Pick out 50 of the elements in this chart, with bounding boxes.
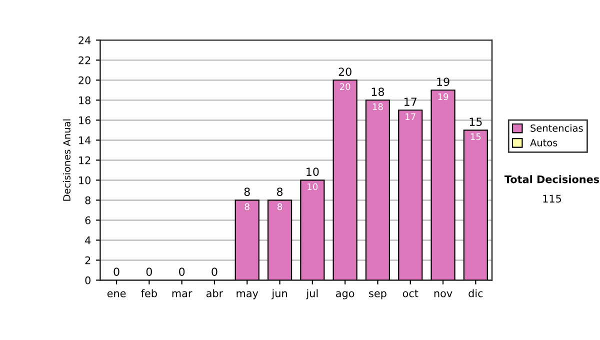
y-tick-label: 14 [79, 136, 91, 144]
x-tick-label: dic [468, 289, 483, 298]
total-label: 18 [372, 88, 384, 96]
y-tick-label: 0 [85, 276, 90, 284]
y-tick-label: 16 [79, 116, 91, 124]
x-tick-label: ene [107, 291, 126, 298]
total-label: 8 [276, 188, 283, 196]
data-label: 20 [340, 83, 350, 90]
x-tick-label: jul [306, 289, 318, 300]
total-label: 19 [437, 78, 450, 86]
y-tick-label: 6 [85, 216, 91, 224]
x-tick-label: nov [434, 291, 452, 298]
data-label: 10 [308, 183, 318, 190]
total-label: 10 [306, 168, 319, 176]
data-label: 18 [372, 103, 383, 110]
legend-label: Autos [530, 139, 558, 146]
total-label: 20 [338, 68, 352, 76]
x-tick-label: may [236, 291, 258, 300]
data-label: 8 [278, 203, 282, 210]
y-tick-label: 18 [79, 96, 90, 104]
x-tick-label: jun [272, 289, 287, 300]
legend-label: Sentencias [530, 124, 583, 132]
text: Total Decisiones [504, 175, 600, 184]
data-label: 15 [470, 133, 481, 140]
x-tick-label: feb [141, 289, 157, 298]
y-tick-label: 12 [79, 156, 90, 164]
data-label: 17 [406, 113, 416, 120]
x-tick-label: oct [402, 290, 418, 298]
text: 115 [543, 194, 562, 203]
total-label: 0 [114, 268, 120, 276]
total-label: 0 [212, 268, 218, 276]
x-tick-label: sep [369, 291, 386, 300]
total-label: 8 [244, 188, 250, 196]
x-tick-label: abr [206, 289, 224, 298]
y-tick-label: 20 [78, 76, 90, 84]
y-tick-label: 2 [85, 256, 90, 264]
y-tick-label: 22 [78, 56, 90, 64]
x-tick-label: ago [336, 291, 354, 300]
data-label: 8 [244, 203, 250, 210]
total-label: 15 [470, 118, 482, 126]
y-tick-label: 24 [78, 36, 91, 44]
y-tick-label: 4 [85, 236, 91, 244]
data-label: 19 [438, 93, 448, 100]
total-label: 0 [179, 268, 185, 276]
total-label: 17 [404, 98, 416, 106]
total-label: 0 [146, 268, 152, 276]
y-tick-label: 10 [79, 176, 90, 184]
x-tick-label: mar [172, 291, 192, 298]
y-axis-title: Decisiones Anual [62, 119, 70, 201]
y-tick-label: 8 [85, 196, 90, 204]
